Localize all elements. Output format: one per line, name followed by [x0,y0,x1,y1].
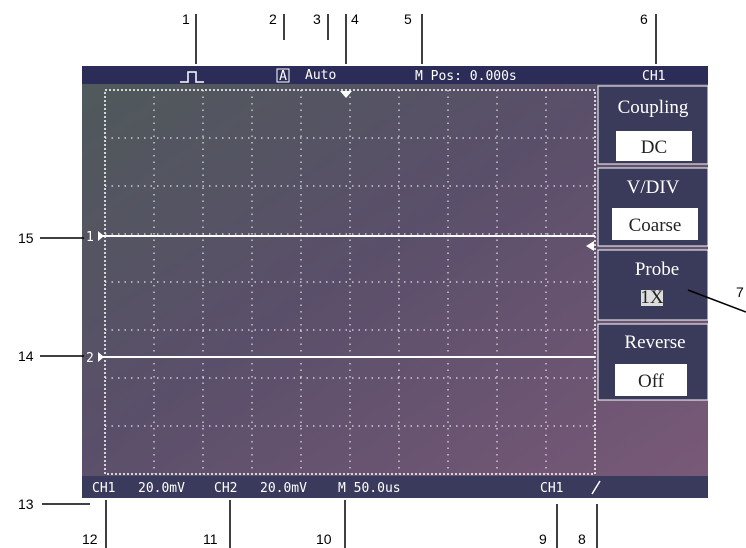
ch2-scale: 20.0mV [260,481,307,496]
callout: 2 [269,11,277,27]
menu-label: Reverse [624,332,685,353]
callout: 14 [18,348,34,364]
callout: 5 [404,11,412,27]
callout: 3 [313,11,321,27]
callout: 13 [18,496,34,512]
side-menu: Coupling DC V/DIV Coarse Probe 1X Revers… [598,86,708,400]
timebase: M 50.0us [338,481,401,496]
callout: 7 [736,284,744,300]
menu-value: DC [641,137,667,158]
callout: 9 [539,531,547,547]
menu-channel: CH1 [642,69,665,84]
callout: 6 [640,11,648,27]
ch2-label: CH2 [214,481,237,496]
top-bar [82,66,708,84]
ch1-label: CH1 [92,481,115,496]
callout: 8 [578,531,586,547]
menu-label: Coupling [618,97,689,118]
menu-label: Probe [635,259,679,280]
menu-value: Off [638,371,665,392]
callout: 10 [316,531,332,547]
oscilloscope-figure: 1 2 A Auto M Pos: 0.000s CH1 Coupling DC… [0,0,746,548]
trigger-mode: Auto [305,68,336,83]
menu-value: Coarse [629,215,682,236]
ch1-scale: 20.0mV [138,481,185,496]
callout: 15 [18,230,34,246]
menu-label: V/DIV [627,177,680,198]
ch2-marker: 2 [86,351,94,366]
menu-value: 1X [640,287,664,308]
callout: 12 [82,531,98,547]
callout: 1 [182,11,190,27]
acquire-icon-glyph: A [279,69,287,84]
callout: 4 [351,11,359,27]
horizontal-position: M Pos: 0.000s [415,69,517,84]
trigger-source: CH1 [540,481,563,496]
callout: 11 [203,531,218,547]
ch1-marker: 1 [86,230,94,245]
